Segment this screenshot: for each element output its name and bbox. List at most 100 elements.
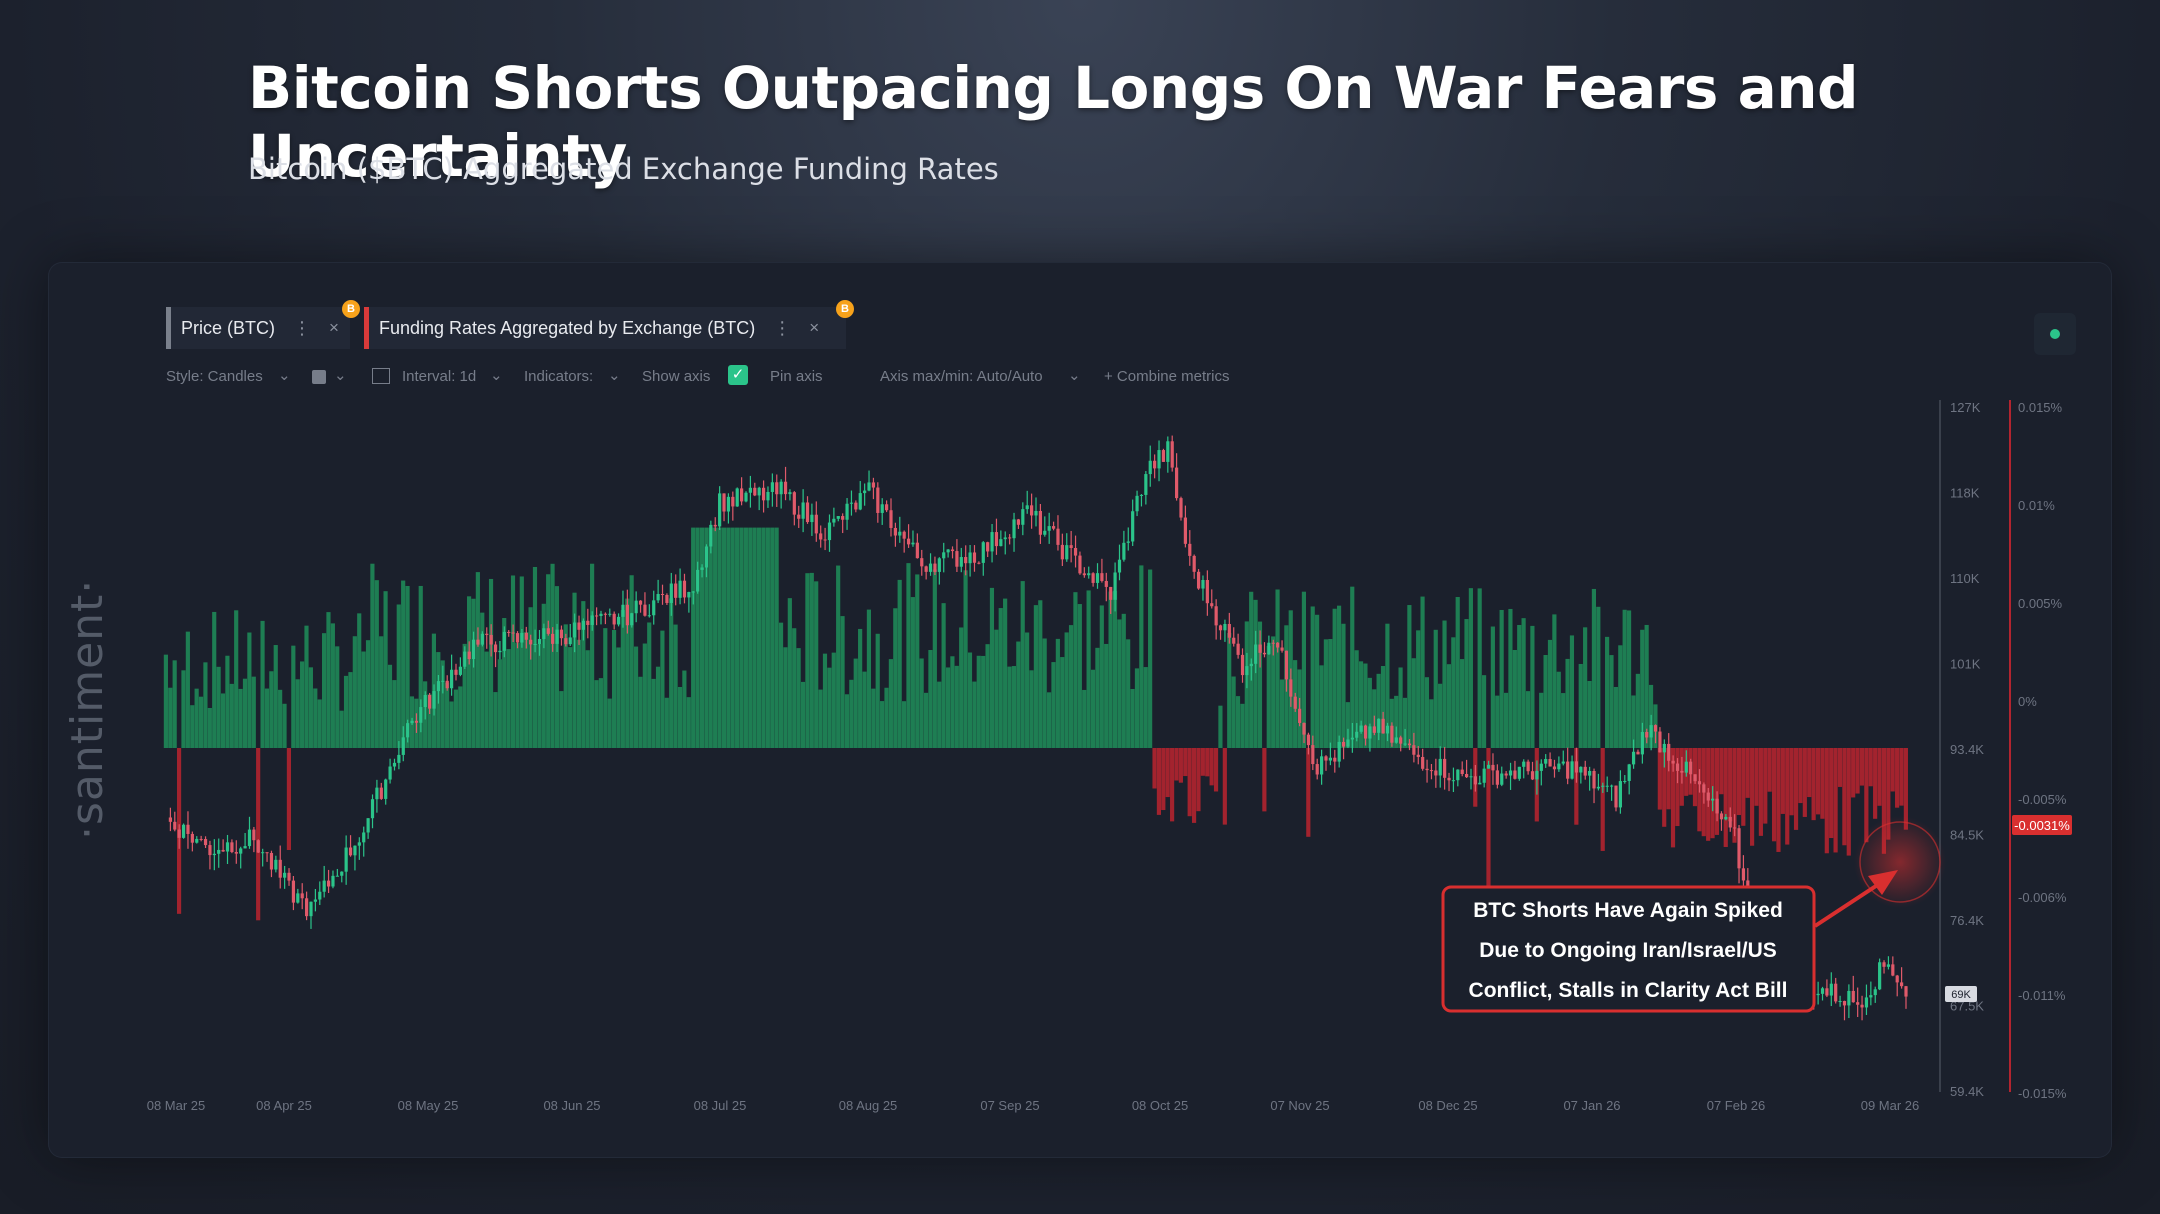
candle-body: [955, 551, 959, 567]
funding-bar: [625, 598, 630, 748]
funding-bar: [1723, 748, 1728, 847]
funding-bar: [546, 574, 551, 748]
funding-bar: [1868, 748, 1873, 787]
candle-body: [217, 849, 221, 854]
price-badge-bg: [1945, 986, 1977, 1002]
candle-body: [1882, 962, 1886, 967]
candle-body: [401, 737, 405, 755]
candle-body: [1407, 743, 1412, 746]
status-dot-icon[interactable]: [2034, 313, 2076, 355]
axis-minmax-select[interactable]: Axis max/min: Auto/Auto: [880, 368, 1043, 385]
funding-bar: [488, 578, 494, 748]
candle-body: [652, 600, 656, 616]
annotation-text: Due to Ongoing Iran/Israel/US: [1479, 939, 1777, 962]
funding-bar: [194, 688, 199, 748]
chevron-down-icon[interactable]: ⌄: [334, 367, 347, 384]
funding-bar: [392, 680, 397, 748]
close-icon[interactable]: ×: [809, 318, 820, 337]
candle-body: [537, 638, 542, 644]
combine-metrics-button[interactable]: + Combine metrics: [1104, 368, 1230, 385]
legend-chip-funding[interactable]: Funding Rates Aggregated by Exchange (BT…: [364, 307, 846, 349]
show-axis-checkbox[interactable]: ✓: [728, 365, 748, 385]
funding-bar: [686, 697, 691, 748]
funding-bar: [300, 661, 305, 748]
candle-body: [296, 893, 300, 903]
funding-bar: [1591, 588, 1597, 748]
funding-bar: [1218, 705, 1223, 748]
candle-body: [612, 613, 616, 625]
candle-body: [1205, 580, 1209, 604]
funding-bar: [335, 646, 340, 748]
chevron-down-icon[interactable]: ⌄: [490, 367, 503, 384]
funding-bar: [295, 679, 300, 748]
candle-body: [1394, 737, 1398, 743]
price-axis-tick: 59.4K: [1950, 1084, 1984, 1099]
funding-bar: [234, 610, 239, 748]
funding-bar: [308, 667, 313, 748]
chevron-down-icon[interactable]: ⌄: [1068, 367, 1081, 384]
candle-body: [1416, 754, 1420, 757]
candle-body: [687, 592, 691, 598]
candle-body: [1153, 460, 1157, 469]
funding-bar: [1319, 665, 1324, 748]
candle-body: [573, 622, 577, 638]
funding-bar: [198, 696, 204, 748]
funding-bar: [1899, 748, 1904, 806]
funding-bar: [642, 643, 647, 748]
candle-body: [682, 580, 687, 598]
funding-bar: [313, 688, 318, 748]
candle-body: [1618, 781, 1622, 808]
candle-body: [1640, 732, 1644, 755]
funding-bar: [1117, 619, 1122, 748]
funding-bar: [1301, 591, 1307, 748]
candle-body: [1653, 725, 1658, 732]
candle-body: [1544, 758, 1548, 764]
funding-bar: [1235, 696, 1241, 748]
funding-bar: [836, 565, 841, 748]
more-icon[interactable]: ⋮: [293, 317, 311, 338]
chevron-down-icon[interactable]: ⌄: [278, 367, 291, 384]
candle-body: [1658, 731, 1662, 753]
funding-axis-tick: 0.015%: [2018, 400, 2063, 415]
funding-bar: [800, 681, 806, 748]
candle-body: [212, 853, 216, 856]
candle-body: [1245, 666, 1249, 676]
candle-body: [1737, 828, 1741, 869]
funding-bar: [1657, 748, 1662, 810]
x-axis-tick: 08 Dec 25: [1418, 1098, 1477, 1113]
funding-bar: [1750, 748, 1755, 846]
funding-bar: [963, 570, 968, 748]
interval-select[interactable]: Interval: 1d: [402, 368, 477, 385]
candle-body: [195, 838, 199, 843]
candle-body: [577, 622, 581, 630]
pin-axis-toggle[interactable]: Pin axis: [770, 368, 823, 385]
candle-body: [1601, 785, 1605, 787]
funding-bar: [401, 580, 406, 748]
more-icon[interactable]: ⋮: [773, 317, 792, 338]
price-axis-tick: 84.5K: [1950, 828, 1984, 843]
funding-bar: [1262, 748, 1267, 812]
candle-body: [902, 531, 906, 539]
funding-bar: [1486, 748, 1491, 902]
funding-bar: [1205, 748, 1210, 777]
candle-body: [814, 514, 818, 534]
candle-body: [1350, 737, 1354, 740]
candle-body: [1719, 813, 1724, 820]
candle-body: [1082, 573, 1086, 576]
funding-bar: [1767, 748, 1772, 792]
color-swatch-icon[interactable]: [312, 370, 326, 384]
candle-body: [1671, 760, 1675, 764]
close-icon[interactable]: ×: [329, 318, 339, 337]
style-select[interactable]: Style: Candles: [166, 368, 263, 385]
chevron-down-icon[interactable]: ⌄: [608, 367, 621, 384]
candle-body: [638, 600, 643, 605]
funding-bar: [1802, 748, 1807, 817]
candle-body: [366, 818, 370, 833]
indicators-select[interactable]: Indicators:: [524, 368, 594, 385]
funding-bar: [554, 586, 560, 748]
legend-chip-price[interactable]: Price (BTC) ⋮ ×: [166, 307, 350, 349]
highlight-glow: [1854, 816, 1946, 908]
candle-body: [1126, 541, 1130, 543]
funding-bar: [168, 687, 173, 748]
candle-body: [775, 482, 779, 495]
